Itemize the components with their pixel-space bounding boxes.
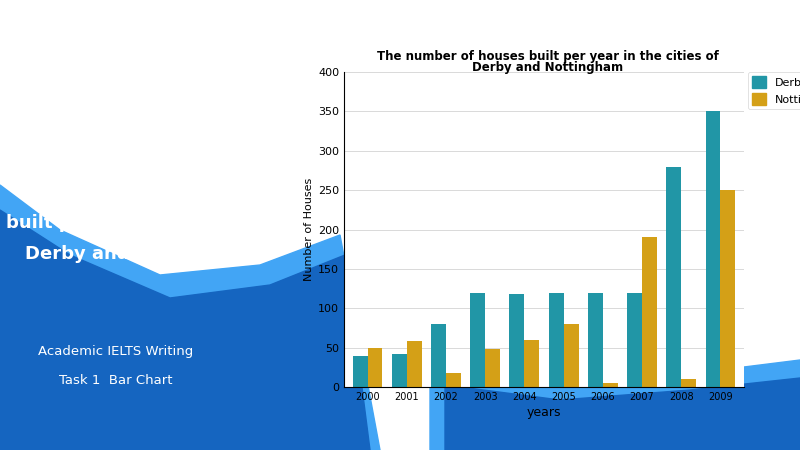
X-axis label: years: years	[526, 406, 562, 419]
Bar	[564, 324, 578, 387]
Bar	[706, 112, 721, 387]
Text: Task 1  Bar Chart: Task 1 Bar Chart	[59, 374, 173, 387]
Text: Derby and Nottingham: Derby and Nottingham	[25, 245, 255, 263]
Bar	[510, 294, 524, 387]
Bar	[627, 292, 642, 387]
Text: built per year in two cities: built per year in two cities	[6, 214, 274, 232]
Polygon shape	[0, 210, 370, 450]
Text: Academic IELTS Writing Task 1 Topic 40: Academic IELTS Writing Task 1 Topic 40	[398, 18, 734, 33]
Polygon shape	[430, 360, 800, 450]
Bar	[721, 190, 735, 387]
Polygon shape	[0, 185, 380, 450]
Text: The number of houses built per year in the cities of: The number of houses built per year in t…	[377, 50, 719, 63]
Bar	[353, 356, 367, 387]
Bar	[392, 354, 406, 387]
Y-axis label: Number of Houses: Number of Houses	[304, 178, 314, 281]
Bar	[485, 349, 500, 387]
Text: Derby and Nottingham: Derby and Nottingham	[473, 61, 623, 74]
Bar	[549, 292, 564, 387]
Text: Number of houses: Number of houses	[48, 182, 232, 200]
Bar	[642, 238, 657, 387]
Bar	[470, 292, 485, 387]
Bar	[431, 324, 446, 387]
Bar	[666, 166, 682, 387]
Bar	[367, 347, 382, 387]
Polygon shape	[445, 378, 800, 450]
Bar	[406, 341, 422, 387]
Bar	[588, 292, 603, 387]
Bar	[603, 383, 618, 387]
Bar	[524, 340, 539, 387]
Bar	[446, 373, 461, 387]
Bar	[682, 379, 696, 387]
Text: Academic IELTS Writing: Academic IELTS Writing	[38, 345, 194, 357]
Legend: Derby, Nottingham: Derby, Nottingham	[748, 72, 800, 109]
